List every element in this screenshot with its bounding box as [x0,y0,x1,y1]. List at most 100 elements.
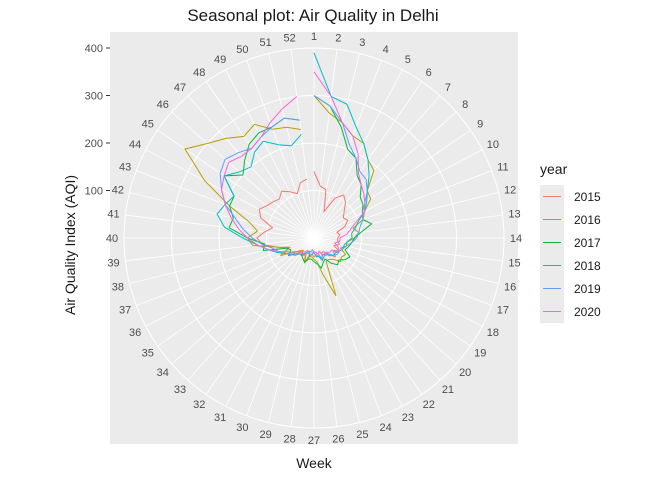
grid-spoke [171,237,315,365]
week-tick-label: 3 [359,37,365,49]
week-tick-label: 18 [487,327,499,339]
grid-spoke [157,129,315,239]
week-tick-label: 10 [487,139,499,151]
week-tick-labels: 1 2 34567891011121314151617181920212223242… [106,31,522,447]
week-tick-label: 50 [236,44,248,56]
grid-spoke [129,237,315,284]
week-tick-label: 41 [107,209,119,221]
week-tick-label: 48 [193,67,205,79]
week-tick-label: 17 [497,305,509,317]
legend-item-2015: 2015 [540,185,601,208]
week-tick-label: 16 [504,281,516,293]
r-tick-label: 100 [85,186,103,198]
week-tick-label: 44 [129,139,141,151]
grid-spoke [313,237,457,365]
legend-key [540,208,564,231]
week-tick-label: 13 [508,209,520,221]
r-tick-label: 300 [85,91,103,103]
legend: year 2015 2016 2017 2018 2019 2020 [540,161,601,323]
legend-label: 2020 [574,304,601,319]
legend-label: 2019 [574,281,601,296]
week-tick-label: 39 [107,257,119,269]
week-tick-label: 37 [119,305,131,317]
week-tick-label: 9 [477,118,483,130]
grid-spoke [313,49,338,239]
grid-spoke [125,237,315,262]
grid-spoke [313,237,403,407]
week-tick-label: 29 [260,429,272,441]
week-tick-label: 34 [157,367,169,379]
week-tick-label: 45 [142,118,154,130]
week-tick-label: 49 [214,54,226,66]
chart-title: Seasonal plot: Air Quality in Delhi [187,6,439,25]
week-tick-label: 23 [402,412,414,424]
legend-label: 2017 [574,235,601,250]
legend-key [540,300,564,323]
legend-item-2020: 2020 [540,300,601,323]
grid-spoke [313,192,499,239]
series-line-2015 [256,171,349,263]
week-tick-label: 6 [426,67,432,79]
grid-spoke [313,214,503,239]
grid-spoke [313,237,471,347]
legend-title: year [540,161,568,177]
week-tick-label: 40 [106,233,118,245]
week-tick-label: 14 [510,233,522,245]
series-line-2017 [223,95,373,269]
legend-label: 2016 [574,212,601,227]
week-tick-label: 8 [462,99,468,111]
grid-spoke [313,237,483,327]
week-tick-label: 38 [112,281,124,293]
grid-spoke [187,237,315,381]
week-tick-label: 22 [423,399,435,411]
grid-spoke [205,81,315,239]
week-tick-label: 52 [284,32,296,44]
week-tick-label: 28 [284,434,296,446]
grid-spoke [313,237,338,427]
grid-spoke [313,237,503,262]
week-tick-label: 46 [157,99,169,111]
week-tick-label: 43 [119,161,131,173]
week-tick-label: 32 [193,399,205,411]
week-tick-label: 30 [236,422,248,434]
week-tick-label: 33 [174,384,186,396]
grid-spoke [136,237,315,306]
grid-spoke [129,192,315,239]
r-tick-label: 200 [85,138,103,150]
legend-item-2019: 2019 [540,277,601,300]
week-tick-label: 47 [174,82,186,94]
grid-spoke [313,237,382,416]
grid-spoke [313,237,499,284]
legend-key [540,185,564,208]
grid-spoke [313,237,441,381]
week-tick-label: 11 [497,161,508,173]
legend-key [540,277,564,300]
grid-spoke [313,111,457,239]
series-lines [184,52,375,296]
week-tick-label: 36 [129,327,141,339]
series-line-2018 [216,52,370,262]
grid-spoke [313,149,483,239]
r-tick-label: 400 [85,43,103,55]
grid-spoke [313,237,423,395]
legend-item-2018: 2018 [540,254,601,277]
grid-spoke [313,237,492,306]
grid-spoke [205,237,315,395]
week-tick-label: 21 [442,384,454,396]
legend-item-2016: 2016 [540,208,601,231]
week-tick-label: 1 [311,31,317,43]
grid-spoke [290,49,315,239]
legend-key [540,254,564,277]
legend-label: 2018 [574,258,601,273]
legend-label: 2015 [574,189,601,204]
week-tick-label: 15 [508,257,520,269]
week-tick-label: 27 [308,435,320,447]
week-tick-label: 25 [356,429,368,441]
week-tick-label: 31 [214,412,226,424]
grid-spoke [125,214,315,239]
grid-spoke [246,237,315,416]
week-tick-label: 4 [383,44,389,56]
x-axis-label: Week [296,455,332,471]
y-axis-label: Air Quality Index (AQI) [62,174,78,316]
